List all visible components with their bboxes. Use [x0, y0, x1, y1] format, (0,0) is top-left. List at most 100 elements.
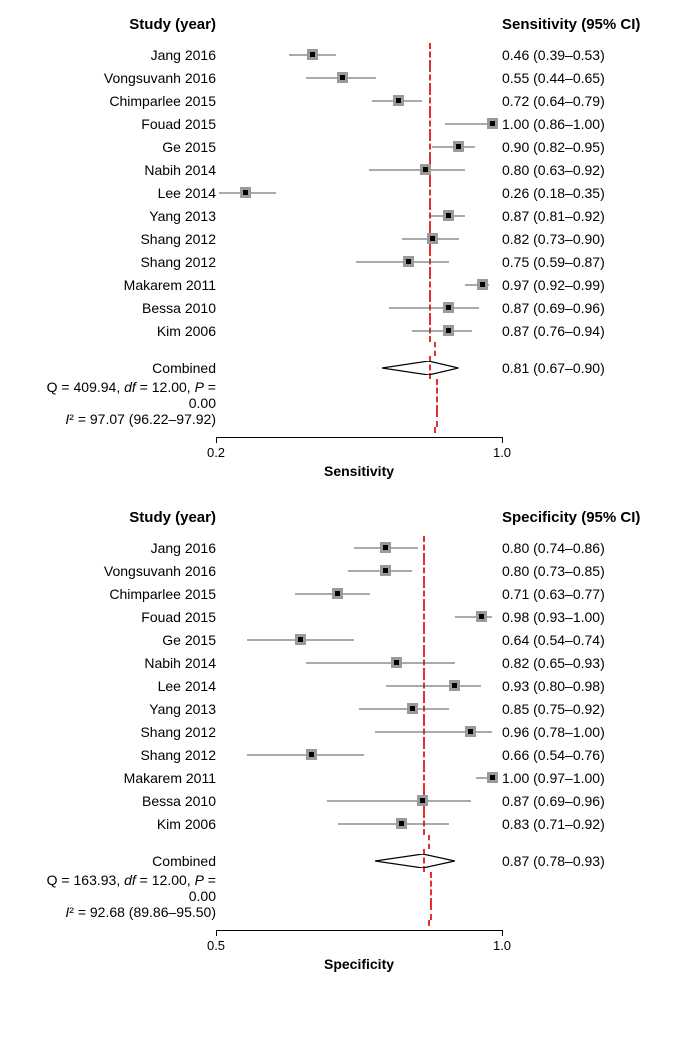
study-label: Makarem 2011: [16, 770, 226, 786]
study-value: 0.71 (0.63–0.77): [492, 586, 672, 602]
confidence-interval-line: [445, 123, 492, 124]
study-label: Yang 2013: [16, 701, 226, 717]
study-value: 0.82 (0.65–0.93): [492, 655, 672, 671]
study-label: Jang 2016: [16, 47, 226, 63]
reference-line: [423, 743, 425, 766]
confidence-interval-line: [306, 662, 455, 663]
study-plot-cell: [226, 536, 492, 559]
study-row: Kim 2006 0.87 (0.76–0.94): [16, 319, 672, 342]
study-plot-cell: [226, 181, 492, 204]
study-row: Makarem 20110.97 (0.92–0.99): [16, 273, 672, 296]
study-plot-cell: [226, 66, 492, 89]
study-row: Kim 20060.83 (0.71–0.92): [16, 812, 672, 835]
confidence-interval-line: [338, 823, 450, 824]
heterogeneity-stats: I² = 92.68 (89.86–95.50): [16, 904, 672, 920]
study-value: 0.85 (0.75–0.92): [492, 701, 672, 717]
panel-header: Study (year)Specificity (95% CI): [16, 509, 672, 526]
confidence-interval-line: [412, 330, 472, 331]
col-header-study: Study (year): [16, 509, 216, 526]
combined-label: Combined: [16, 360, 226, 376]
study-label: Shang 2012: [16, 231, 226, 247]
study-value: 0.64 (0.54–0.74): [492, 632, 672, 648]
study-plot-cell: [226, 112, 492, 135]
combined-row: Combined0.87 (0.78–0.93): [16, 849, 672, 872]
study-label: Shang 2012: [16, 254, 226, 270]
study-label: Nabih 2014: [16, 162, 226, 178]
axis-title: Sensitivity: [324, 463, 394, 479]
combined-plot-cell: [226, 356, 492, 379]
study-row: Shang 2012 0.96 (0.78–1.00): [16, 720, 672, 743]
study-label: Lee 2014: [16, 678, 226, 694]
study-label: Chimparlee 2015: [16, 93, 226, 109]
study-plot-cell: [226, 43, 492, 66]
study-plot-cell: [226, 697, 492, 720]
axis-tick: [502, 437, 503, 443]
study-value: 1.00 (0.86–1.00): [492, 116, 672, 132]
study-row: Jang 20160.80 (0.74–0.86): [16, 536, 672, 559]
plot-body: Jang 20160.80 (0.74–0.86)Vongsuvanh 2016…: [16, 536, 672, 926]
study-label: Jang 2016: [16, 540, 226, 556]
study-plot-cell: [226, 273, 492, 296]
reference-line: [423, 766, 425, 789]
study-row: Fouad 2015 1.00 (0.86–1.00): [16, 112, 672, 135]
plot-body: Jang 20160.46 (0.39–0.53)Vongsuvanh 2016…: [16, 43, 672, 433]
study-plot-cell: [226, 651, 492, 674]
forest-plot-sensitivity: Study (year) Sensitivity (95% CI) Jang 201…: [16, 16, 672, 481]
study-row: Ge 20150.64 (0.54–0.74): [16, 628, 672, 651]
study-label: Yang 2013: [16, 208, 226, 224]
study-label: Shang 2012: [16, 724, 226, 740]
reference-line: [423, 536, 425, 559]
study-row: Bessa 20100.87 (0.69–0.96): [16, 789, 672, 812]
reference-line: [423, 605, 425, 628]
study-label: Fouad 2015: [16, 116, 226, 132]
study-label: Kim 2006: [16, 323, 226, 339]
reference-line: [429, 181, 431, 204]
study-row: Yang 2013 0.85 (0.75–0.92): [16, 697, 672, 720]
axis-tick: [502, 930, 503, 936]
study-value: 0.87 (0.76–0.94): [492, 323, 672, 339]
study-plot-cell: [226, 158, 492, 181]
study-row: Lee 20140.26 (0.18–0.35): [16, 181, 672, 204]
study-plot-cell: [226, 743, 492, 766]
reference-line: [429, 66, 431, 89]
study-value: 0.80 (0.73–0.85): [492, 563, 672, 579]
study-label: Ge 2015: [16, 139, 226, 155]
study-plot-cell: [226, 559, 492, 582]
x-axis: 0.51.0Specificity: [16, 930, 672, 974]
study-plot-cell: [226, 812, 492, 835]
study-value: 0.46 (0.39–0.53): [492, 47, 672, 63]
reference-line: [429, 89, 431, 112]
study-value: 0.93 (0.80–0.98): [492, 678, 672, 694]
study-plot-cell: [226, 227, 492, 250]
study-plot-cell: [226, 789, 492, 812]
study-row: Chimparlee 20150.72 (0.64–0.79): [16, 89, 672, 112]
study-row: Ge 20150.90 (0.82–0.95): [16, 135, 672, 158]
col-header-value: Sensitivity (95% CI): [502, 16, 672, 33]
heterogeneity-stats: Q = 409.94, df = 12.00, P = 0.00: [16, 379, 672, 411]
study-plot-cell: [226, 296, 492, 319]
reference-line: [423, 628, 425, 651]
stats-text: Q = 163.93, df = 12.00, P = 0.00: [16, 872, 226, 904]
study-value: 0.87 (0.69–0.96): [492, 793, 672, 809]
axis-tick: [216, 437, 217, 443]
study-plot-cell: [226, 605, 492, 628]
study-label: Chimparlee 2015: [16, 586, 226, 602]
combined-value: 0.87 (0.78–0.93): [492, 853, 672, 869]
axis-tick-label: 1.0: [493, 445, 511, 460]
study-row: Shang 20120.75 (0.59–0.87): [16, 250, 672, 273]
stats-text: I² = 92.68 (89.86–95.50): [16, 904, 226, 920]
study-row: Nabih 20140.82 (0.65–0.93): [16, 651, 672, 674]
col-header-study: Study (year): [16, 16, 216, 33]
reference-line: [429, 112, 431, 135]
stats-text: I² = 97.07 (96.22–97.92): [16, 411, 226, 427]
study-row: Makarem 20111.00 (0.97–1.00): [16, 766, 672, 789]
study-value: 0.26 (0.18–0.35): [492, 185, 672, 201]
study-value: 0.96 (0.78–1.00): [492, 724, 672, 740]
axis-tick-label: 1.0: [493, 938, 511, 953]
study-row: Nabih 20140.80 (0.63–0.92): [16, 158, 672, 181]
x-axis: 0.21.0Sensitivity: [16, 437, 672, 481]
stats-text: Q = 409.94, df = 12.00, P = 0.00: [16, 379, 226, 411]
combined-value: 0.81 (0.67–0.90): [492, 360, 672, 376]
confidence-interval-line: [386, 685, 482, 686]
study-row: Chimparlee 2015 0.71 (0.63–0.77): [16, 582, 672, 605]
